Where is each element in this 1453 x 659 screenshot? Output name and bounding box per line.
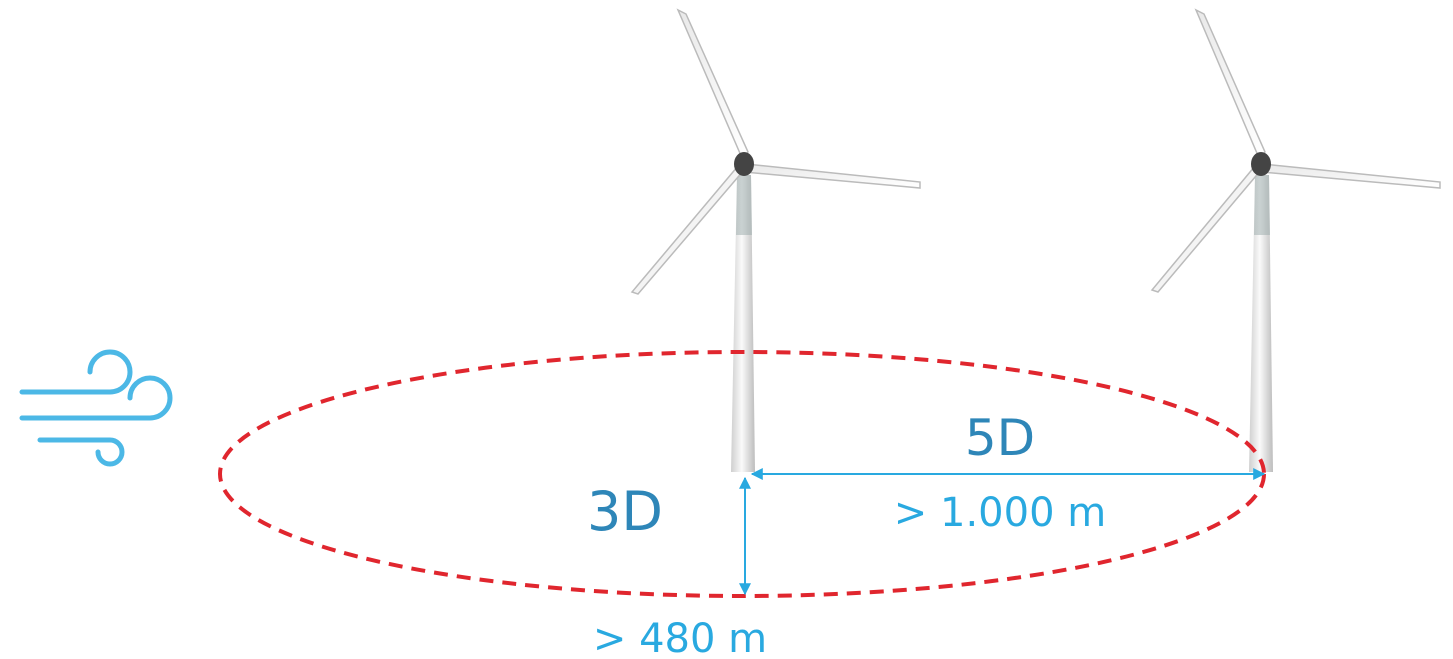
downwind-label: 5D xyxy=(965,409,1035,467)
wind-turbine xyxy=(1152,10,1440,472)
crosswind-label: 3D xyxy=(587,480,663,543)
wind-icon xyxy=(22,352,170,464)
diagram: 5D > 1.000 m 3D > 480 m xyxy=(0,0,1453,659)
crosswind-distance: > 480 m xyxy=(593,616,767,659)
wind-turbine xyxy=(632,10,920,472)
downwind-distance: > 1.000 m xyxy=(894,490,1106,536)
